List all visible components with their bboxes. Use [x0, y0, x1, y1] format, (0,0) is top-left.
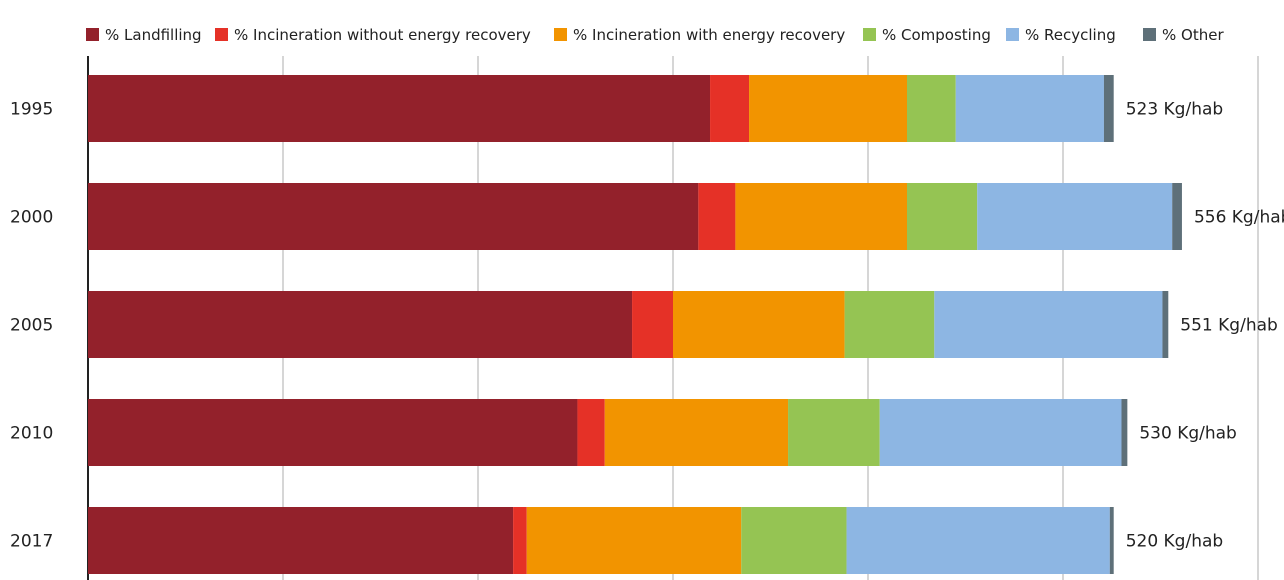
- bar-segment: [604, 399, 789, 466]
- legend-swatch: [554, 28, 567, 41]
- bar-segment: [1109, 507, 1114, 574]
- bar-segment: [907, 183, 978, 250]
- category-label: 2005: [10, 316, 53, 336]
- bar-segment: [844, 291, 935, 358]
- bar-segment: [577, 399, 605, 466]
- total-label: 551 Kg/hab: [1180, 316, 1278, 336]
- bar-segment: [513, 507, 527, 574]
- total-label: 520 Kg/hab: [1126, 532, 1224, 552]
- bar-segment: [846, 507, 1110, 574]
- legend-swatch: [1143, 28, 1156, 41]
- bar-segment: [934, 291, 1163, 358]
- bar-segment: [907, 75, 956, 142]
- chart-legend: % Landfilling % Incineration without ener…: [86, 26, 1224, 44]
- category-label: 2000: [10, 208, 53, 228]
- bar-segment: [673, 291, 845, 358]
- bar-segment: [749, 75, 907, 142]
- bar-segment: [1121, 399, 1128, 466]
- legend-swatch: [86, 28, 99, 41]
- bar-segment: [955, 75, 1104, 142]
- legend-label: % Incineration without energy recovery: [234, 26, 531, 44]
- legend-label: % Incineration with energy recovery: [573, 26, 845, 44]
- bar-segment: [710, 75, 750, 142]
- bar-segment: [88, 507, 514, 574]
- legend-label: % Landfilling: [105, 26, 202, 44]
- legend-swatch: [215, 28, 228, 41]
- bar-segment: [1103, 75, 1114, 142]
- bar-segment: [88, 291, 633, 358]
- bar-segment: [88, 75, 711, 142]
- bar-segment: [698, 183, 736, 250]
- category-label: 1995: [10, 100, 53, 120]
- chart-bars: [88, 75, 1182, 574]
- total-label: 530 Kg/hab: [1139, 424, 1237, 444]
- legend-swatch: [1006, 28, 1019, 41]
- bar-segment: [632, 291, 673, 358]
- bar-segment: [741, 507, 847, 574]
- bar-segment: [788, 399, 880, 466]
- legend-label: % Recycling: [1025, 26, 1116, 44]
- total-label: 523 Kg/hab: [1126, 100, 1224, 120]
- legend-label: % Composting: [882, 26, 991, 44]
- bar-segment: [977, 183, 1173, 250]
- bar-segment: [88, 399, 578, 466]
- category-label: 2010: [10, 424, 53, 444]
- total-label: 556 Kg/hab: [1194, 208, 1284, 228]
- bar-segment: [735, 183, 907, 250]
- chart-labels: 1995 523 Kg/hab 2000 556 Kg/hab 2005 551 Kg/h…: [10, 100, 1284, 552]
- category-label: 2017: [10, 532, 53, 552]
- bar-segment: [88, 183, 699, 250]
- bar-segment: [1172, 183, 1182, 250]
- bar-segment: [1162, 291, 1169, 358]
- bar-segment: [526, 507, 742, 574]
- legend-label: % Other: [1162, 26, 1224, 44]
- bar-segment: [879, 399, 1122, 466]
- legend-swatch: [863, 28, 876, 41]
